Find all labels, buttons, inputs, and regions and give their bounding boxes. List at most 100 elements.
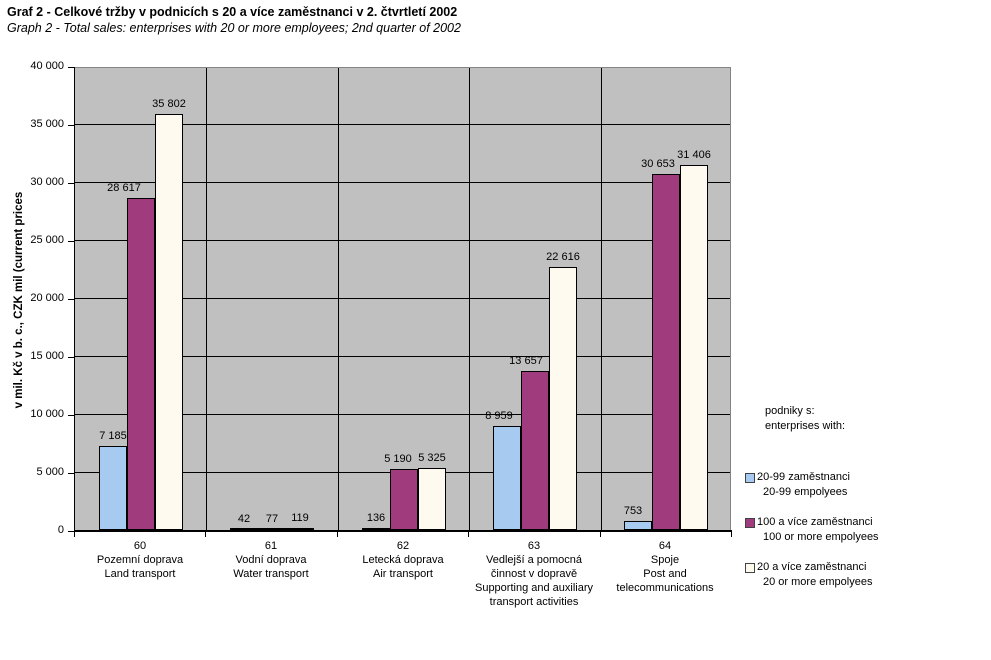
x-axis-tick (205, 532, 206, 537)
legend-items: 20-99 zaměstnanci 20-99 empolyees 100 a ví… (745, 470, 985, 590)
x-category-label-line: Post and (643, 568, 687, 580)
y-axis-tick (68, 299, 74, 300)
x-axis-tick (74, 532, 75, 537)
bar-60-series-2 (155, 114, 183, 530)
bar-61-series-2 (286, 528, 314, 530)
legend-title: podniky s: enterprises with: (765, 404, 985, 434)
gridline-vertical (601, 68, 602, 530)
y-tick-label: 0 (57, 524, 64, 536)
x-category-label-62: 62 Letecká doprava Air transport (362, 539, 443, 581)
legend-item-label: 20-99 zaměstnanci 20-99 empolyees (757, 470, 850, 500)
x-category-label-line: Land transport (104, 568, 176, 580)
gridline-horizontal (75, 414, 730, 415)
bar-61-series-1 (258, 528, 286, 530)
x-category-label-63: 63 Vedlejší a pomocná činnost v dopravě Sup… (475, 539, 593, 609)
x-category-label-line: 63 (527, 540, 541, 552)
legend-label-cs: 100 a více zaměstnanci (757, 516, 873, 528)
legend-color-swatch (745, 518, 755, 528)
x-category-label-line: Vedlejší a pomocná (485, 554, 582, 566)
bar-63-series-2 (549, 267, 577, 530)
bar-value-label: 42 (237, 513, 251, 525)
bar-value-label: 5 190 (384, 453, 412, 465)
y-tick-label: 10 000 (30, 408, 64, 420)
legend-item-label: 100 a více zaměstnanci 100 or more empoly… (757, 515, 879, 545)
x-axis-tick (600, 532, 601, 537)
x-category-label-60: 60 Pozemní doprava Land transport (97, 539, 183, 581)
legend-item-label: 20 a více zaměstnanci 20 or more empolyee… (757, 560, 872, 590)
gridline-horizontal (75, 182, 730, 183)
legend-color-swatch (745, 473, 755, 483)
y-tick-label: 20 000 (30, 292, 64, 304)
y-axis-line (74, 67, 75, 531)
y-tick-label: 15 000 (30, 350, 64, 362)
x-category-label-line: transport activities (489, 596, 579, 608)
bar-63-series-0 (493, 426, 521, 530)
bar-value-label: 28 617 (107, 182, 141, 194)
x-category-label-line: Pozemní doprava (96, 554, 184, 566)
bar-value-label: 77 (265, 513, 279, 525)
x-category-label-line: Spoje (650, 554, 680, 566)
legend: podniky s: enterprises with: 20-99 zaměs… (745, 404, 985, 605)
gridline-vertical (469, 68, 470, 530)
y-axis-tick (68, 473, 74, 474)
y-axis-tick (68, 357, 74, 358)
gridline-horizontal (75, 298, 730, 299)
x-category-label-line: 61 (264, 540, 278, 552)
bar-60-series-0 (99, 446, 127, 530)
bar-value-label: 13 657 (509, 355, 543, 367)
bar-value-label: 30 653 (641, 158, 675, 170)
y-axis-tick (68, 241, 74, 242)
bar-value-label: 35 802 (152, 98, 186, 110)
x-category-label-line: telecommunications (616, 582, 714, 594)
chart-title: Graf 2 - Celkové tržby v podnicích s 20 … (7, 5, 458, 19)
legend-title-cs: podniky s: (765, 405, 815, 417)
gridline-vertical (338, 68, 339, 530)
bar-62-series-0 (362, 528, 390, 530)
y-axis-tick (68, 531, 74, 532)
bar-value-label: 7 185 (99, 430, 127, 442)
y-tick-label: 25 000 (30, 234, 64, 246)
x-category-label-64: 64 Spoje Post and telecommunications (616, 539, 713, 595)
y-tick-label: 30 000 (30, 176, 64, 188)
legend-label-en: 20 or more empolyees (763, 576, 873, 588)
chart-subtitle: Graph 2 - Total sales: enterprises with … (7, 21, 461, 35)
x-category-label-line: Water transport (233, 568, 309, 580)
gridline-horizontal (75, 240, 730, 241)
legend-item-1: 100 a více zaměstnanci 100 or more empoly… (745, 515, 985, 545)
x-category-label-line: Air transport (373, 568, 433, 580)
y-axis-tick (68, 67, 74, 68)
gridline-vertical (206, 68, 207, 530)
x-category-label-line: 62 (396, 540, 410, 552)
legend-label-en: 20-99 empolyees (763, 486, 848, 498)
bar-value-label: 5 325 (418, 452, 446, 464)
x-category-label-line: 60 (133, 540, 147, 552)
x-category-label-line: Vodní doprava (235, 554, 307, 566)
plot-area: 7 185 42 136 8 959 753 28 617 77 5 190 13 657 30 … (74, 67, 731, 531)
bar-value-label: 753 (623, 505, 643, 517)
x-category-label-line: Supporting and auxiliary (474, 582, 594, 594)
legend-title-en: enterprises with: (765, 420, 846, 432)
gridline-horizontal (75, 124, 730, 125)
x-category-label-61: 61 Vodní doprava Water transport (233, 539, 308, 581)
x-category-label-line: činnost v dopravě (490, 568, 578, 580)
x-axis-tick (337, 532, 338, 537)
bar-value-label: 31 406 (677, 149, 711, 161)
bar-62-series-1 (390, 469, 418, 530)
y-tick-label: 5 000 (36, 466, 64, 478)
y-axis-tick (68, 125, 74, 126)
bar-value-label: 8 959 (485, 410, 513, 422)
x-axis-line (74, 530, 732, 532)
y-axis-tick (68, 183, 74, 184)
y-tick-label: 35 000 (30, 118, 64, 130)
x-category-label-line: 64 (658, 540, 672, 552)
bar-value-label: 22 616 (546, 251, 580, 263)
y-axis-tick (68, 415, 74, 416)
x-axis-tick (731, 532, 732, 537)
legend-label-cs: 20-99 zaměstnanci (757, 471, 850, 483)
bar-64-series-0 (624, 521, 652, 530)
y-tick-label: 40 000 (30, 60, 64, 72)
legend-item-0: 20-99 zaměstnanci 20-99 empolyees (745, 470, 985, 500)
legend-label-cs: 20 a více zaměstnanci (757, 561, 867, 573)
legend-label-en: 100 or more empolyees (763, 531, 879, 543)
